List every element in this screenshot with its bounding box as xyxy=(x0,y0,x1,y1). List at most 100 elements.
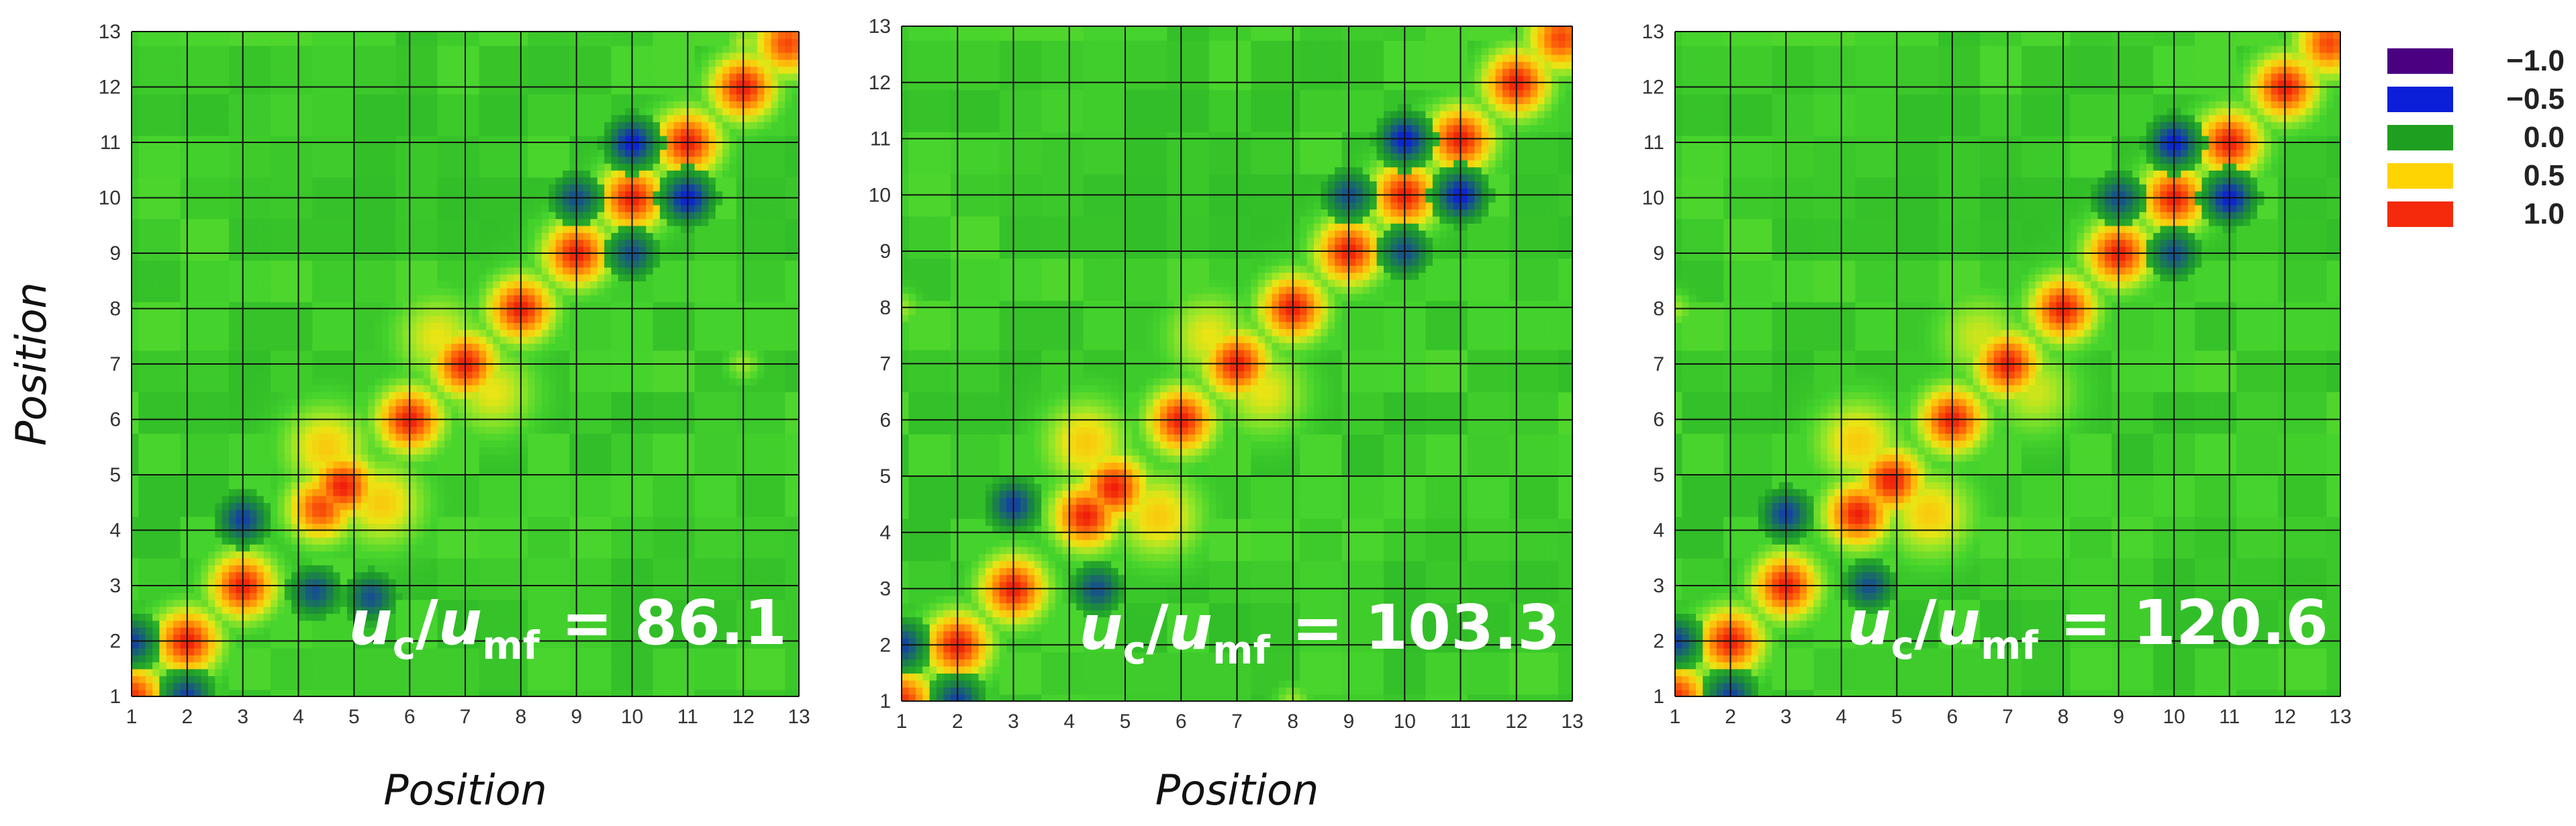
heatmap-cell xyxy=(423,59,432,67)
heatmap-cell xyxy=(180,142,188,150)
heatmap-cell xyxy=(256,232,265,240)
heatmap-cell xyxy=(250,682,258,690)
heatmap-cell xyxy=(354,156,362,164)
heatmap-cell xyxy=(250,183,258,191)
heatmap-cell xyxy=(437,516,445,524)
heatmap-cell xyxy=(430,350,438,358)
heatmap-cell xyxy=(361,495,369,503)
heatmap-cell xyxy=(194,170,202,178)
heatmap-cell xyxy=(410,634,418,642)
heatmap-cell xyxy=(291,59,299,67)
heatmap-cell xyxy=(291,73,299,81)
heatmap-cell xyxy=(152,384,160,392)
heatmap-cell xyxy=(207,461,216,469)
heatmap-cell xyxy=(194,260,202,268)
heatmap-cell xyxy=(347,149,355,157)
heatmap-cell xyxy=(298,73,306,81)
heatmap-cell xyxy=(458,467,466,475)
heatmap-cell xyxy=(326,502,334,510)
heatmap-cell xyxy=(256,135,265,143)
heatmap-cell xyxy=(458,329,466,337)
heatmap-cell xyxy=(479,426,487,434)
heatmap-cell xyxy=(256,620,265,628)
heatmap-cell xyxy=(458,440,466,448)
heatmap-cell xyxy=(458,620,466,628)
heatmap-cell xyxy=(410,523,418,531)
heatmap-cell xyxy=(250,586,258,594)
heatmap-cell xyxy=(395,544,403,552)
heatmap-cell xyxy=(305,641,314,649)
heatmap-cell xyxy=(173,177,181,185)
heatmap-cell xyxy=(347,467,355,475)
heatmap-cell xyxy=(395,218,403,226)
heatmap-cell xyxy=(166,32,174,40)
heatmap-cell xyxy=(465,322,473,330)
heatmap-cell xyxy=(152,661,160,670)
heatmap-cell xyxy=(132,405,140,413)
heatmap-cell xyxy=(229,87,237,95)
heatmap-cell xyxy=(242,66,250,74)
heatmap-cell xyxy=(207,440,216,448)
heatmap-cell xyxy=(138,156,146,164)
heatmap-cell xyxy=(375,183,383,191)
heatmap-cell xyxy=(347,246,355,254)
heatmap-cell xyxy=(263,641,271,649)
heatmap-cell xyxy=(256,467,265,475)
heatmap-cell xyxy=(173,163,181,171)
heatmap-cell xyxy=(284,239,292,247)
heatmap-cell xyxy=(194,433,202,441)
heatmap-cell xyxy=(479,225,487,233)
heatmap-cell xyxy=(479,454,487,462)
heatmap-cell xyxy=(381,509,389,517)
heatmap-cell xyxy=(465,682,473,690)
heatmap-cell xyxy=(166,377,174,385)
heatmap-cell xyxy=(361,87,369,95)
heatmap-cell xyxy=(340,454,348,462)
heatmap-cell xyxy=(423,273,432,281)
heatmap-cell xyxy=(354,530,362,538)
heatmap-cell xyxy=(381,676,389,684)
heatmap-cell xyxy=(458,122,466,130)
heatmap-cell xyxy=(451,87,459,95)
heatmap-cell xyxy=(180,302,188,310)
heatmap-cell xyxy=(430,682,438,690)
heatmap-cell xyxy=(437,426,445,434)
heatmap-cell xyxy=(201,225,209,233)
heatmap-cell xyxy=(354,343,362,351)
heatmap-cell xyxy=(152,565,160,573)
heatmap-cell xyxy=(229,73,237,81)
heatmap-cell xyxy=(187,350,195,358)
heatmap-cell xyxy=(207,142,216,150)
heatmap-cell xyxy=(166,93,174,101)
heatmap-cell xyxy=(451,52,459,60)
heatmap-cell xyxy=(187,142,195,150)
heatmap-cell xyxy=(242,135,250,143)
heatmap-cell xyxy=(416,357,424,365)
heatmap-cell xyxy=(305,197,314,205)
heatmap-cell xyxy=(207,294,216,302)
heatmap-cell xyxy=(263,412,271,420)
heatmap-cell xyxy=(326,620,334,628)
heatmap-cell xyxy=(187,329,195,337)
heatmap-cell xyxy=(465,447,473,455)
heatmap-cell xyxy=(361,246,369,254)
heatmap-cell xyxy=(479,122,487,130)
heatmap-cell xyxy=(451,135,459,143)
heatmap-cell xyxy=(333,191,341,199)
heatmap-cell xyxy=(395,135,403,143)
heatmap-cell xyxy=(207,232,216,240)
heatmap-cell xyxy=(194,273,202,281)
heatmap-cell xyxy=(437,93,445,101)
heatmap-cell xyxy=(347,322,355,330)
heatmap-cell xyxy=(145,122,153,130)
heatmap-cell xyxy=(298,565,306,573)
heatmap-cell xyxy=(479,488,487,496)
heatmap-cell xyxy=(479,107,487,116)
heatmap-cell xyxy=(180,114,188,122)
heatmap-cell xyxy=(430,475,438,483)
heatmap-cell xyxy=(263,364,271,372)
heatmap-cell xyxy=(395,287,403,295)
heatmap-cell xyxy=(271,599,279,607)
heatmap-cell xyxy=(222,523,230,531)
heatmap-cell xyxy=(256,627,265,635)
